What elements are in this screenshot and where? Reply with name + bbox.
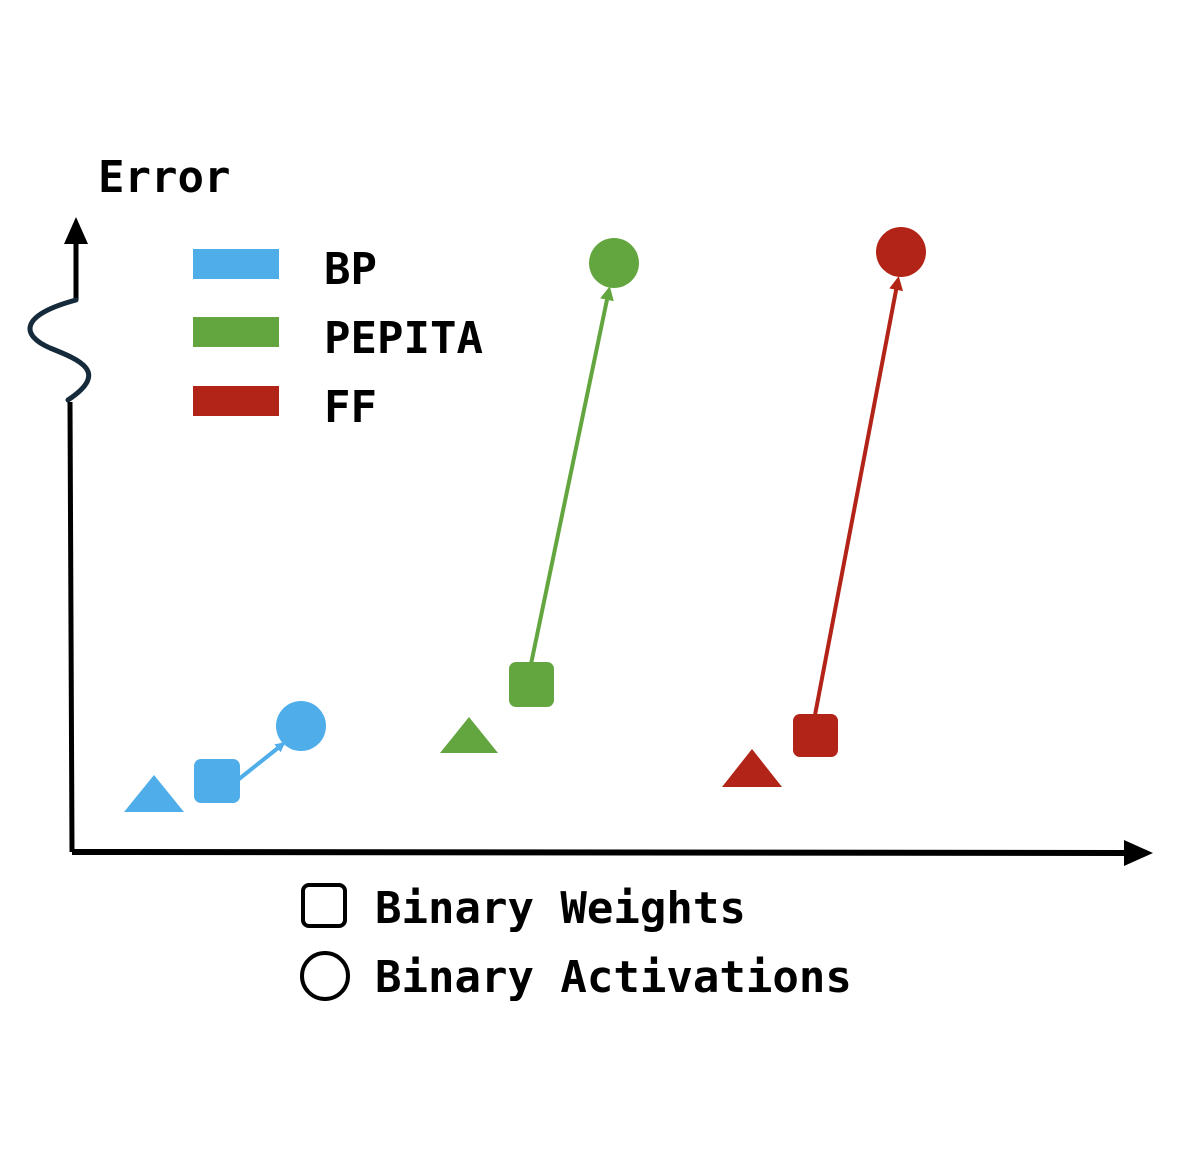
y-axis-arrowhead: [64, 217, 88, 244]
method-legend: BP PEPITA FF: [193, 244, 483, 433]
square-legend-icon: [301, 883, 347, 928]
ff-arrow: [813, 276, 904, 716]
bp-binary-weights-square: [194, 759, 240, 803]
bp-binary-activations-circle: [276, 701, 326, 751]
y-axis: [27, 217, 92, 853]
legend-label-pepita: PEPITA: [324, 313, 483, 364]
x-axis: [71, 840, 1153, 866]
legend-swatch-ff: [193, 386, 279, 416]
pepita-binary-activations-circle: [589, 238, 639, 288]
pepita-arrow: [529, 286, 614, 665]
legend-swatch-bp: [193, 249, 279, 279]
ff-baseline-triangle: [722, 749, 782, 787]
pepita-binary-weights-square: [509, 662, 554, 707]
legend-label-binary-activations: Binary Activations: [375, 952, 852, 1003]
y-axis-label: Error: [98, 152, 230, 203]
legend-swatch-pepita: [193, 317, 279, 347]
x-axis-arrowhead: [1124, 840, 1153, 866]
bp-markers: [124, 701, 326, 812]
ff-binary-weights-square: [793, 714, 838, 757]
pepita-markers: [440, 238, 639, 753]
ff-markers: [722, 227, 926, 787]
axis-break-icon: [27, 297, 92, 403]
marker-legend: Binary Weights Binary Activations: [300, 883, 852, 1003]
legend-label-ff: FF: [324, 382, 377, 433]
ff-binary-activations-circle: [876, 227, 926, 277]
bp-baseline-triangle: [124, 775, 184, 812]
bp-arrow: [237, 742, 286, 781]
circle-legend-icon: [300, 951, 350, 1001]
pepita-baseline-triangle: [440, 717, 498, 753]
legend-label-binary-weights: Binary Weights: [375, 883, 746, 934]
legend-label-bp: BP: [324, 244, 377, 295]
